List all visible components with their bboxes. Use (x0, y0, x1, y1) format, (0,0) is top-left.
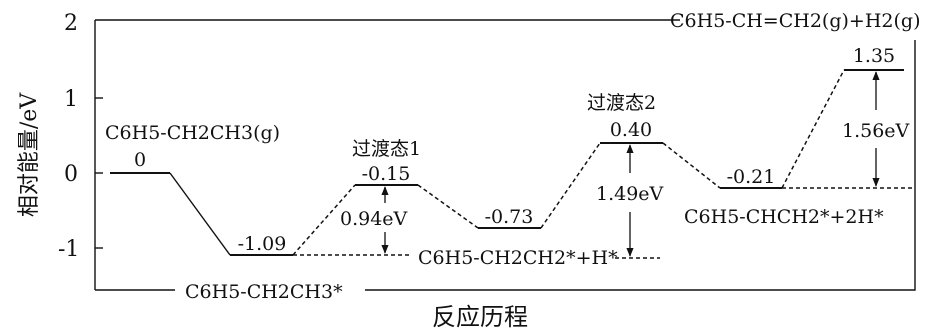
ts-label-1: 过渡态1 (352, 138, 421, 160)
species-label-adsorbed: C6H5-CH2CH3* (185, 281, 343, 303)
connector-line (540, 142, 601, 229)
level-value: -0.73 (485, 206, 534, 228)
y-axis-line (94, 19, 916, 291)
y-tick-label: -1 (58, 237, 79, 262)
level-value: 1.35 (853, 45, 895, 67)
connector-line (292, 184, 356, 256)
species-label-product: C6H5-CH=CH2(g)+H2(g) (670, 10, 920, 32)
species-label-intermediate2: C6H5-CHCH2*+2H* (684, 206, 884, 228)
y-tick-label: 2 (64, 11, 78, 36)
barrier-label: 0.94eV (340, 208, 408, 230)
y-tick-label: 1 (64, 87, 78, 112)
species-label-intermediate1: C6H5-CH2CH2*+H* (418, 247, 618, 269)
level-value: -0.15 (362, 163, 411, 185)
connector-line (169, 172, 231, 256)
level-value: -0.21 (727, 166, 776, 188)
species-label-reactant: C6H5-CH2CH3(g) (105, 122, 280, 144)
level-value: 0.40 (610, 119, 652, 141)
y-tick-label: 0 (64, 162, 78, 187)
barrier-label: 1.56eV (842, 120, 910, 142)
level-value: 0 (134, 149, 146, 171)
connector-line (781, 69, 845, 189)
level-value: -1.09 (238, 233, 287, 255)
ts-label-2: 过渡态2 (587, 92, 656, 114)
x-axis-title: 反应历程 (432, 303, 528, 329)
y-axis-title: 相对能量/eV (17, 92, 42, 217)
connector-line (417, 184, 479, 229)
barrier-label: 1.49eV (596, 183, 664, 205)
connector-line (662, 142, 721, 189)
